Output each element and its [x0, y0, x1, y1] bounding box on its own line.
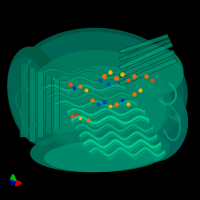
Point [150, 78, 154, 82]
Point [74, 112, 78, 116]
Point [108, 70, 112, 74]
Point [72, 86, 76, 90]
Point [78, 116, 82, 120]
Point [114, 76, 118, 80]
Point [108, 104, 112, 108]
Ellipse shape [7, 47, 65, 145]
Point [132, 74, 136, 78]
Ellipse shape [28, 50, 172, 150]
Ellipse shape [42, 66, 166, 150]
Ellipse shape [44, 140, 164, 172]
Point [68, 82, 72, 86]
Polygon shape [119, 42, 173, 70]
Point [102, 100, 106, 104]
Ellipse shape [120, 48, 184, 104]
Ellipse shape [16, 32, 184, 148]
Point [102, 74, 106, 78]
Point [120, 72, 124, 76]
Polygon shape [119, 50, 175, 78]
Polygon shape [119, 38, 171, 62]
Polygon shape [119, 34, 169, 54]
Point [126, 78, 130, 82]
Point [138, 88, 142, 92]
Polygon shape [119, 58, 177, 86]
Ellipse shape [30, 128, 170, 172]
Point [84, 88, 88, 92]
Point [70, 114, 74, 118]
Point [86, 118, 90, 122]
Point [126, 102, 130, 106]
Point [78, 84, 82, 88]
Point [106, 82, 110, 86]
Point [90, 98, 94, 102]
Point [96, 102, 100, 106]
Ellipse shape [12, 28, 188, 152]
Point [120, 98, 124, 102]
Point [98, 78, 102, 82]
Point [132, 92, 136, 96]
Ellipse shape [128, 46, 184, 94]
Ellipse shape [8, 57, 56, 143]
Point [144, 74, 148, 78]
Point [114, 80, 118, 84]
Point [114, 102, 118, 106]
Ellipse shape [124, 86, 188, 162]
